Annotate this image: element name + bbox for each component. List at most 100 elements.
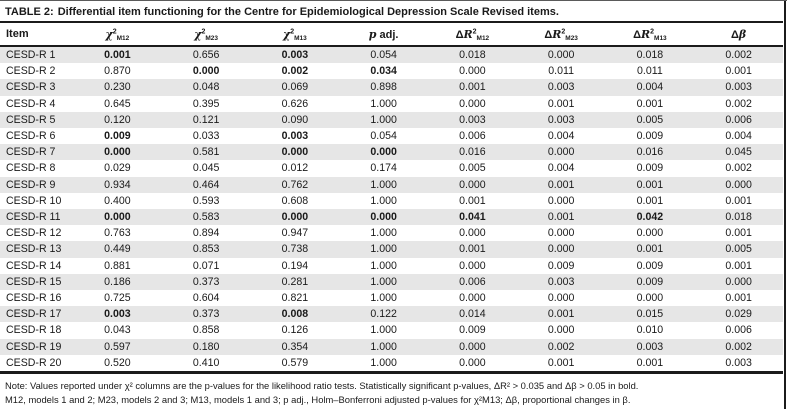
table-note-1: Note: Values reported under χ² columns a… bbox=[5, 380, 639, 392]
cell-chi2-m23: 0.853 bbox=[192, 243, 220, 256]
cell-p-adj: 1.000 bbox=[370, 97, 397, 110]
cell-chi2-m23: 0.593 bbox=[192, 194, 220, 207]
cell-chi2-m13: 0.012 bbox=[281, 162, 309, 175]
row-item-label: CESD-R 5 bbox=[6, 113, 56, 126]
cell-p-adj: 0.034 bbox=[370, 65, 397, 78]
cell-chi2-m23: 0.373 bbox=[192, 308, 220, 321]
cell-chi2-m23: 0.581 bbox=[192, 146, 220, 159]
cell-delta-r2-m13: 0.018 bbox=[636, 49, 664, 61]
table-row: CESD-R 15 0.186 0.373 0.281 1.000 0.006 0.003 0… bbox=[0, 273, 783, 291]
cell-delta-r2-m23: 0.004 bbox=[547, 130, 575, 143]
cell-chi2-m12: 0.001 bbox=[104, 49, 131, 61]
cell-chi2-m23: 0.395 bbox=[192, 97, 220, 110]
cell-p-adj: 1.000 bbox=[370, 356, 397, 369]
cell-delta-r2-m12: 0.006 bbox=[459, 275, 486, 288]
table-row: CESD-R 12 0.763 0.894 0.947 1.000 0.000 0.000 0… bbox=[0, 225, 783, 241]
cell-p-adj: 0.000 bbox=[370, 146, 397, 159]
cell-delta-r2-m13: 0.042 bbox=[636, 211, 664, 224]
cell-delta-r2-m13: 0.009 bbox=[636, 259, 664, 272]
cell-chi2-m12: 0.763 bbox=[104, 227, 131, 240]
cell-delta-beta: 0.003 bbox=[725, 81, 752, 94]
table-row: CESD-R 1 0.001 0.656 0.003 0.054 0.018 0.000 0.… bbox=[0, 46, 783, 64]
cell-delta-r2-m23: 0.000 bbox=[547, 49, 575, 61]
row-item-label: CESD-R 11 bbox=[6, 211, 61, 224]
table-title: TABLE 2: Differential item functioning fo… bbox=[0, 1, 787, 21]
cell-delta-r2-m23: 0.000 bbox=[547, 243, 575, 256]
cell-chi2-m23: 0.045 bbox=[192, 162, 220, 175]
table-row: CESD-R 17 0.003 0.373 0.008 0.122 0.014 0.001 0… bbox=[0, 306, 783, 323]
row-item-label: CESD-R 17 bbox=[6, 308, 62, 321]
cell-delta-r2-m23: 0.003 bbox=[547, 275, 575, 288]
cell-delta-beta: 0.001 bbox=[725, 65, 752, 78]
cell-chi2-m13: 0.821 bbox=[281, 292, 309, 305]
cell-chi2-m13: 0.626 bbox=[281, 97, 309, 110]
cell-chi2-m12: 0.009 bbox=[104, 130, 131, 143]
row-item-label: CESD-R 1 bbox=[6, 49, 56, 61]
cell-delta-r2-m12: 0.001 bbox=[459, 194, 486, 207]
cell-chi2-m13: 0.003 bbox=[281, 49, 309, 61]
cell-delta-beta: 0.002 bbox=[725, 97, 752, 110]
cell-delta-beta: 0.018 bbox=[725, 211, 752, 224]
cell-chi2-m23: 0.373 bbox=[192, 275, 220, 288]
cell-delta-r2-m23: 0.004 bbox=[547, 162, 575, 175]
table-row: CESD-R 19 0.597 0.180 0.354 1.000 0.000 0.002 0… bbox=[0, 338, 783, 355]
cell-chi2-m23: 0.033 bbox=[192, 130, 220, 143]
cell-delta-r2-m12: 0.016 bbox=[459, 146, 486, 159]
table-note-2: M12, models 1 and 2; M23, models 2 and 3… bbox=[5, 394, 631, 406]
table-row: CESD-R 8 0.029 0.045 0.012 0.174 0.005 0.004 0.… bbox=[0, 160, 783, 176]
cell-chi2-m13: 0.090 bbox=[281, 113, 309, 126]
row-item-label: CESD-R 6 bbox=[6, 130, 56, 143]
cell-chi2-m12: 0.000 bbox=[104, 146, 131, 159]
row-item-label: CESD-R 8 bbox=[6, 162, 56, 175]
row-item-label: CESD-R 16 bbox=[6, 292, 62, 305]
cell-chi2-m23: 0.583 bbox=[192, 211, 220, 224]
cell-delta-beta: 0.002 bbox=[725, 340, 752, 353]
cell-p-adj: 1.000 bbox=[370, 259, 397, 272]
cell-chi2-m23: 0.604 bbox=[192, 292, 220, 305]
cell-chi2-m23: 0.464 bbox=[192, 178, 220, 191]
cell-delta-r2-m12: 0.003 bbox=[459, 113, 486, 126]
cell-chi2-m13: 0.000 bbox=[281, 146, 309, 159]
cell-chi2-m13: 0.738 bbox=[281, 243, 309, 256]
table-row: CESD-R 18 0.043 0.858 0.126 1.000 0.009 0.000 0… bbox=[0, 322, 783, 338]
cell-chi2-m23: 0.071 bbox=[192, 259, 220, 272]
row-item-label: CESD-R 9 bbox=[6, 178, 56, 191]
cell-chi2-m23: 0.656 bbox=[192, 49, 220, 61]
cell-chi2-m13: 0.947 bbox=[281, 227, 309, 240]
cell-delta-beta: 0.001 bbox=[725, 292, 752, 305]
cell-chi2-m23: 0.048 bbox=[192, 81, 220, 94]
cell-delta-r2-m12: 0.000 bbox=[459, 259, 486, 272]
cell-chi2-m12: 0.043 bbox=[104, 324, 131, 337]
table-row: CESD-R 16 0.725 0.604 0.821 1.000 0.000 0.000 0… bbox=[0, 290, 783, 306]
cell-delta-r2-m12: 0.005 bbox=[459, 162, 486, 175]
column-header-delta-r2-m13: ΔR2M13 bbox=[605, 22, 695, 47]
cell-delta-r2-m12: 0.000 bbox=[459, 227, 486, 240]
cell-chi2-m12: 0.934 bbox=[104, 178, 131, 191]
table-row: CESD-R 3 0.230 0.048 0.069 0.898 0.001 0.003 0.… bbox=[0, 79, 783, 96]
cell-p-adj: 0.000 bbox=[370, 211, 397, 224]
cell-chi2-m12: 0.449 bbox=[104, 243, 131, 256]
cell-p-adj: 1.000 bbox=[370, 340, 397, 353]
cell-chi2-m12: 0.597 bbox=[104, 340, 131, 353]
cell-delta-beta: 0.001 bbox=[725, 194, 752, 207]
cell-delta-beta: 0.000 bbox=[725, 275, 752, 288]
cell-delta-r2-m23: 0.003 bbox=[547, 113, 575, 126]
row-item-label: CESD-R 13 bbox=[6, 243, 62, 256]
cell-delta-beta: 0.005 bbox=[725, 243, 752, 256]
cell-chi2-m12: 0.520 bbox=[104, 356, 131, 369]
cell-delta-r2-m13: 0.005 bbox=[636, 113, 664, 126]
table-body: CESD-R 1 0.001 0.656 0.003 0.054 0.018 0.000 0.… bbox=[0, 46, 783, 373]
cell-chi2-m13: 0.194 bbox=[281, 259, 309, 272]
cell-delta-r2-m12: 0.000 bbox=[459, 97, 486, 110]
cell-delta-r2-m23: 0.000 bbox=[547, 194, 575, 207]
cell-chi2-m23: 0.180 bbox=[192, 340, 220, 353]
cell-chi2-m23: 0.410 bbox=[192, 356, 220, 369]
cell-p-adj: 1.000 bbox=[370, 194, 397, 207]
cell-delta-r2-m23: 0.002 bbox=[547, 340, 575, 353]
cell-delta-beta: 0.001 bbox=[725, 259, 752, 272]
column-header-chi2-m12: χ2M12 bbox=[73, 22, 162, 47]
cell-chi2-m12: 0.120 bbox=[104, 113, 131, 126]
cell-chi2-m23: 0.858 bbox=[192, 324, 220, 337]
cell-chi2-m12: 0.000 bbox=[104, 211, 131, 224]
cell-delta-beta: 0.006 bbox=[725, 113, 752, 126]
